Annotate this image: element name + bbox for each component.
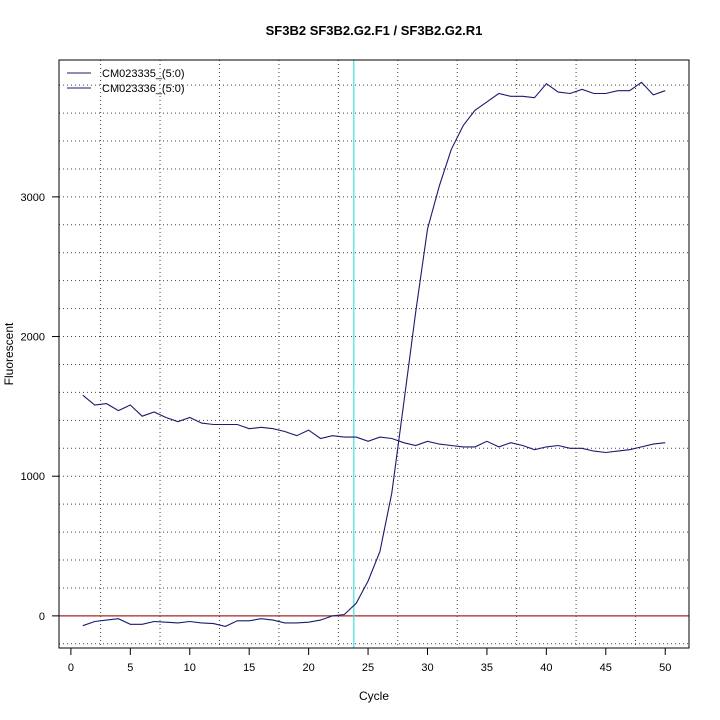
- y-axis-label: Fluorescent: [2, 322, 16, 385]
- x-tick-label: 45: [600, 662, 612, 674]
- x-tick-label: 5: [127, 662, 133, 674]
- x-tick-label: 50: [659, 662, 671, 674]
- legend: CM023335_(5:0) CM023336_(5:0): [67, 68, 185, 95]
- legend-entry-2: CM023336_(5:0): [102, 83, 185, 95]
- series-lines: [82, 81, 666, 627]
- x-axis: 0 5 10 15 20 25 30 35 40 45 50: [68, 647, 671, 674]
- y-tick-label: 1000: [21, 471, 45, 483]
- x-tick-label: 40: [540, 662, 552, 674]
- x-tick-label: 35: [481, 662, 493, 674]
- y-axis: 0 1000 2000 3000: [21, 192, 60, 623]
- series-line-2: [82, 394, 666, 454]
- y-tick-label: 2000: [21, 332, 45, 344]
- x-axis-label: Cycle: [359, 689, 389, 703]
- series-line-1: [82, 81, 666, 627]
- chart-title: SF3B2 SF3B2.G2.F1 / SF3B2.G2.R1: [266, 23, 483, 38]
- legend-entry-1: CM023335_(5:0): [102, 68, 185, 80]
- x-tick-label: 15: [243, 662, 255, 674]
- y-tick-label: 3000: [21, 192, 45, 204]
- x-tick-label: 30: [421, 662, 433, 674]
- x-tick-label: 0: [68, 662, 74, 674]
- x-tick-label: 25: [362, 662, 374, 674]
- reference-lines: [59, 60, 689, 648]
- x-tick-label: 10: [184, 662, 196, 674]
- y-tick-label: 0: [39, 611, 45, 623]
- x-tick-label: 20: [302, 662, 314, 674]
